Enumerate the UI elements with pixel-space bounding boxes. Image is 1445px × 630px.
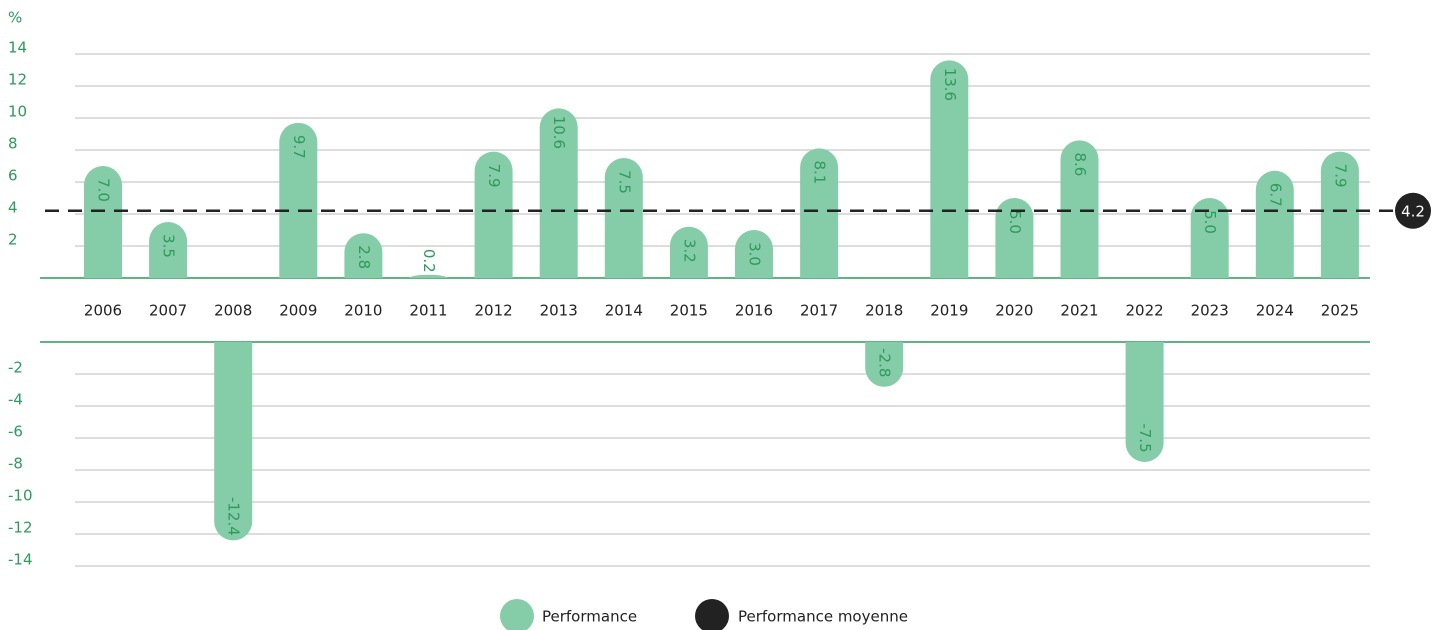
y-axis-label: % [8, 9, 22, 27]
value-label: 5.0 [1006, 210, 1024, 234]
value-label: 10.6 [550, 116, 568, 149]
y-tick-label: 4 [8, 199, 18, 217]
bar [409, 274, 448, 278]
bar [474, 151, 513, 278]
mean-label: 4.2 [1401, 202, 1425, 220]
x-tick-label: 2016 [735, 302, 773, 320]
x-tick-label: 2022 [1126, 302, 1164, 320]
value-label: -12.4 [225, 497, 243, 536]
y-tick-label: 6 [8, 167, 18, 185]
value-label: 8.1 [811, 160, 829, 184]
x-tick-label: 2010 [344, 302, 382, 320]
bar [539, 108, 578, 279]
value-label: -2.8 [876, 348, 894, 377]
legend-label: Performance [542, 608, 637, 626]
value-label: 3.5 [160, 234, 178, 258]
value-label: 6.7 [1266, 183, 1284, 207]
x-tick-label: 2018 [865, 302, 903, 320]
y-tick-label: -14 [8, 551, 33, 569]
x-tick-label: 2020 [995, 302, 1033, 320]
x-tick-label: 2014 [605, 302, 643, 320]
y-tick-label: -4 [8, 391, 23, 409]
bar [735, 230, 773, 278]
x-tick-label: 2008 [214, 302, 252, 320]
value-label: 2.8 [355, 245, 373, 269]
value-label: 3.2 [680, 239, 698, 263]
x-tick-label: 2012 [475, 302, 513, 320]
bar [865, 342, 904, 387]
x-tick-label: 2025 [1321, 302, 1359, 320]
y-tick-label: 12 [8, 71, 27, 89]
legend-label: Performance moyenne [738, 608, 908, 626]
bar [669, 226, 708, 278]
bar [1255, 170, 1294, 278]
bar [149, 222, 188, 278]
bar [84, 166, 122, 278]
mean-badge [1395, 192, 1431, 229]
value-label: 7.5 [615, 170, 633, 194]
value-label: 5.0 [1201, 210, 1219, 234]
x-tick-label: 2017 [800, 302, 838, 320]
x-tick-label: 2009 [279, 302, 317, 320]
bar [995, 198, 1034, 278]
bar [1125, 342, 1164, 462]
bar [1060, 140, 1099, 278]
y-tick-label: -6 [8, 423, 23, 441]
y-tick-label: -12 [8, 519, 33, 537]
bar [344, 233, 383, 278]
bar [930, 60, 969, 279]
value-label: 7.9 [485, 164, 503, 188]
x-tick-label: 2007 [149, 302, 187, 320]
value-label: -7.5 [1136, 423, 1154, 452]
value-label: 8.6 [1071, 152, 1089, 176]
bar [1190, 198, 1229, 278]
bar [1320, 151, 1359, 278]
bar [279, 122, 318, 278]
x-tick-label: 2023 [1191, 302, 1229, 320]
y-tick-label: -2 [8, 359, 23, 377]
bar [214, 342, 253, 541]
value-label: 13.6 [941, 68, 959, 101]
bar [800, 148, 839, 278]
value-label: 3.0 [746, 242, 764, 266]
value-label: 0.2 [420, 249, 438, 273]
legend-swatch [500, 599, 534, 630]
value-label: 7.0 [95, 178, 113, 202]
y-tick-label: 2 [8, 231, 18, 249]
value-label: 7.9 [1331, 164, 1349, 188]
y-tick-label: -8 [8, 455, 23, 473]
y-tick-label: 8 [8, 135, 18, 153]
x-tick-label: 2006 [84, 302, 122, 320]
bar [604, 158, 643, 278]
x-tick-label: 2013 [540, 302, 578, 320]
y-tick-label: -10 [8, 487, 33, 505]
x-tick-label: 2019 [930, 302, 968, 320]
x-tick-label: 2024 [1256, 302, 1294, 320]
x-tick-label: 2015 [670, 302, 708, 320]
x-tick-label: 2011 [409, 302, 447, 320]
value-label: 9.7 [290, 135, 308, 159]
y-tick-label: 10 [8, 103, 27, 121]
legend-swatch [695, 599, 729, 630]
y-tick-label: 14 [8, 39, 27, 57]
x-tick-label: 2021 [1060, 302, 1098, 320]
